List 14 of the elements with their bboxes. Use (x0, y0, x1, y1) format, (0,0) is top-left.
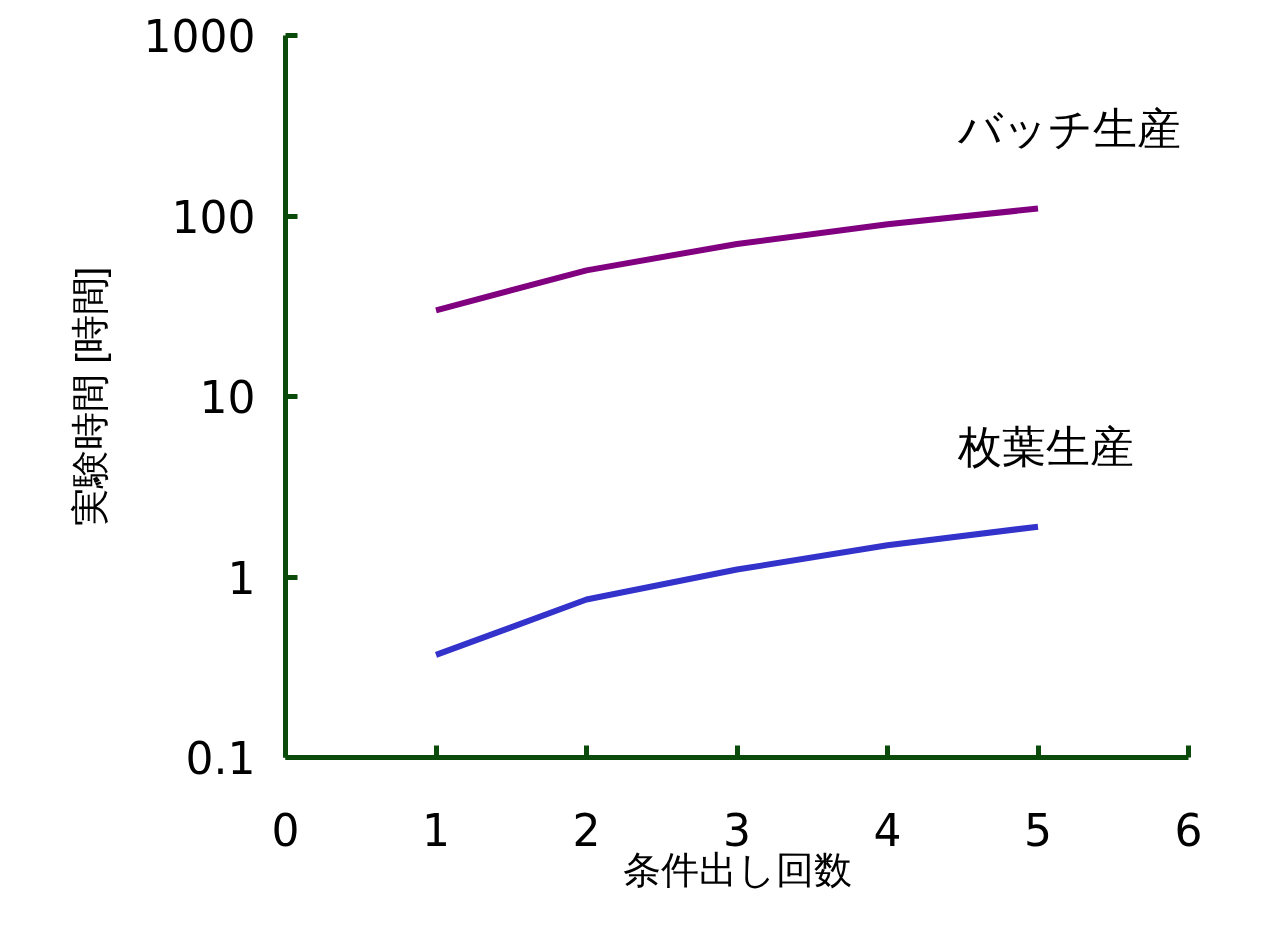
y-tick-label: 100 (171, 191, 256, 243)
series-label: バッチ生産 (957, 102, 1181, 154)
x-tick-label: 0 (271, 804, 300, 856)
x-tick-label: 1 (422, 804, 450, 856)
y-axis-title: 実験時間 [時間] (68, 266, 111, 527)
x-tick-label: 6 (1174, 804, 1203, 856)
x-tick-label: 4 (873, 804, 902, 856)
y-tick-label: 10 (199, 372, 256, 423)
y-tick-label: 1 (227, 552, 256, 604)
y-tick-label: 0.1 (185, 733, 256, 784)
y-tick-label: 1000 (143, 11, 256, 62)
x-tick-label: 2 (572, 804, 601, 856)
x-tick-label: 5 (1024, 804, 1052, 856)
series-label: 枚葉生産 (957, 420, 1134, 472)
